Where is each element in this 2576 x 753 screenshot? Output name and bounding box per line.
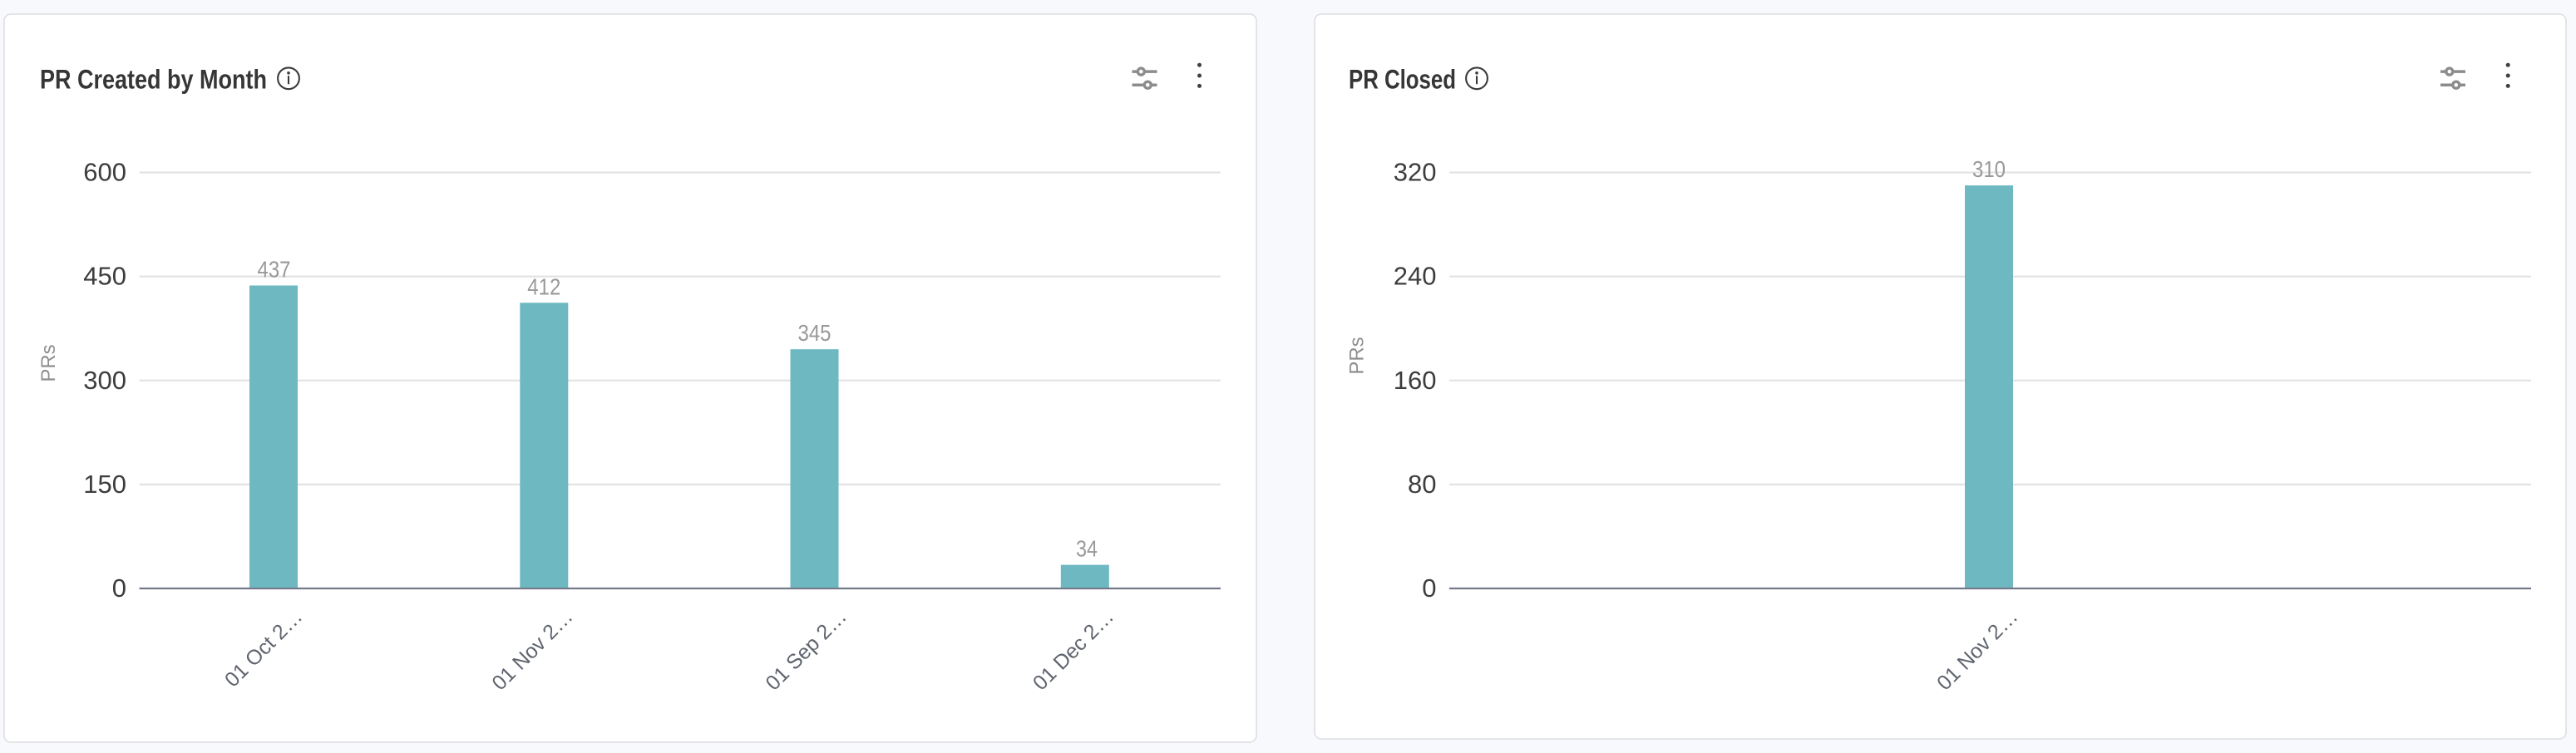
svg-text:80: 80 bbox=[1408, 470, 1436, 499]
svg-text:34: 34 bbox=[1076, 536, 1098, 562]
svg-text:240: 240 bbox=[1394, 262, 1437, 291]
svg-text:160: 160 bbox=[1394, 366, 1437, 395]
svg-text:0: 0 bbox=[112, 573, 126, 603]
svg-text:345: 345 bbox=[798, 320, 832, 346]
svg-text:150: 150 bbox=[83, 470, 126, 499]
svg-text:320: 320 bbox=[1394, 158, 1437, 187]
svg-text:437: 437 bbox=[258, 257, 291, 283]
svg-text:600: 600 bbox=[83, 158, 126, 187]
svg-text:310: 310 bbox=[1972, 156, 2006, 182]
svg-text:300: 300 bbox=[83, 366, 126, 395]
svg-text:412: 412 bbox=[527, 273, 560, 299]
svg-text:PRs: PRs bbox=[1346, 337, 1369, 374]
svg-text:PR Created by Month: PR Created by Month bbox=[40, 65, 267, 95]
svg-text:PR Closed: PR Closed bbox=[1349, 65, 1456, 95]
svg-text:0: 0 bbox=[1422, 573, 1436, 603]
svg-text:450: 450 bbox=[83, 262, 126, 291]
svg-text:PRs: PRs bbox=[37, 344, 60, 381]
